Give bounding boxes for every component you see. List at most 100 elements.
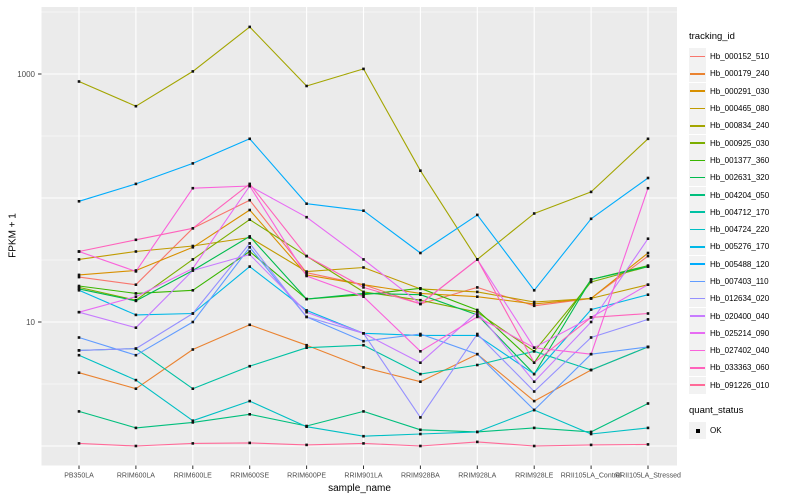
x-tick-label: RRII105LA_Stressed	[615, 473, 681, 480]
data-point	[419, 332, 422, 336]
data-point	[646, 176, 650, 180]
data-point	[476, 308, 479, 312]
data-point	[476, 430, 479, 434]
legend-key-line-icon	[690, 142, 705, 144]
legend-key-line-icon	[690, 315, 705, 317]
data-point	[362, 67, 365, 71]
data-point	[589, 297, 593, 300]
legend-item: Hb_004712_170	[689, 203, 769, 221]
data-point	[646, 237, 650, 240]
legend-key-line-icon	[690, 194, 705, 196]
legend-key-line-icon	[690, 124, 705, 127]
legend-item-label: Hb_020400_040	[710, 311, 770, 321]
data-point	[77, 250, 81, 253]
data-point	[589, 316, 593, 319]
data-point	[476, 286, 479, 289]
data-point	[77, 258, 81, 261]
data-point	[191, 244, 195, 248]
legend-key-swatch	[689, 203, 706, 221]
data-point	[77, 349, 81, 352]
legend-item-label: Hb_033363_060	[710, 363, 770, 373]
x-tick-label: RRIM901LA	[344, 473, 382, 480]
x-tick-label: RRIM928LE	[515, 473, 553, 480]
data-point	[646, 265, 650, 268]
legend: tracking_id Hb_000152_510 Hb_000179_240 Hb…	[689, 31, 770, 440]
data-point	[77, 442, 81, 445]
data-point	[134, 238, 138, 242]
x-axis-title: sample_name	[328, 483, 391, 494]
data-point	[646, 186, 650, 190]
legend-item-label: Hb_004204_050	[710, 190, 770, 200]
data-point	[305, 309, 308, 312]
x-tick-label: RRIM928BA	[401, 473, 440, 480]
data-point	[248, 399, 251, 403]
data-point	[476, 334, 479, 337]
data-point	[646, 293, 650, 296]
x-tick-label: PB350LA	[64, 473, 94, 480]
data-point	[532, 350, 536, 353]
legend-key-line-icon	[690, 159, 705, 162]
legend-item-label: Hb_000925_030	[710, 138, 770, 148]
legend-item: Hb_000291_030	[689, 82, 769, 100]
data-point	[248, 413, 251, 416]
data-point	[248, 364, 251, 368]
data-point	[646, 426, 650, 430]
data-point	[532, 302, 536, 306]
data-point	[248, 441, 251, 445]
legend-key-swatch	[689, 238, 706, 256]
legend-item: Hb_000465_080	[689, 100, 769, 118]
data-point	[646, 251, 650, 255]
data-point	[134, 270, 138, 273]
data-point	[305, 270, 308, 273]
y-tick-labels: 1000 10	[17, 70, 35, 327]
legend-key-swatch	[689, 221, 706, 239]
data-point	[532, 399, 536, 403]
data-point	[248, 208, 251, 212]
legend-item-label: Hb_012634_020	[710, 294, 770, 304]
legend-key-line-icon	[690, 246, 705, 248]
data-point	[248, 137, 251, 141]
legend-key-line-icon	[690, 384, 705, 386]
legend-key-line-icon	[690, 73, 705, 75]
legend-title-tracking-id: tracking_id	[689, 31, 735, 42]
x-tick-labels: PB350LA RRIM600LA RRIM600LE RRIM600SE RRIM60…	[64, 473, 681, 480]
legend-key-line-icon	[690, 176, 705, 179]
legend-key-line-icon	[690, 280, 705, 283]
data-point	[362, 366, 365, 369]
legend-key-line-icon	[690, 297, 705, 300]
legend-key-line-icon	[690, 263, 705, 265]
data-point	[646, 254, 650, 258]
legend-key-swatch	[689, 48, 706, 66]
data-point	[305, 343, 308, 347]
data-point	[476, 352, 479, 356]
legend-key-line-icon	[690, 211, 705, 213]
legend-key-line-icon	[690, 55, 705, 58]
legend-key-swatch	[689, 82, 706, 100]
data-point	[419, 298, 422, 302]
x-tick-label: RRIM928LA	[458, 473, 496, 480]
data-point	[362, 292, 365, 295]
data-point	[191, 70, 195, 73]
data-point	[191, 387, 195, 390]
data-point	[134, 347, 138, 350]
data-point	[532, 212, 536, 215]
data-point	[362, 295, 365, 298]
data-point	[305, 202, 308, 205]
data-point	[419, 251, 422, 255]
data-point	[532, 390, 536, 393]
data-point	[362, 339, 365, 343]
data-point	[419, 432, 422, 436]
data-point	[362, 434, 365, 438]
data-point	[77, 336, 81, 339]
data-point	[134, 353, 138, 357]
legend-item-label: Hb_007403_110	[710, 277, 769, 286]
legend-item: Hb_020400_040	[689, 307, 770, 325]
data-point	[646, 402, 650, 405]
data-point	[191, 419, 195, 422]
data-point	[305, 443, 308, 447]
data-point	[419, 361, 422, 364]
data-point	[532, 380, 536, 383]
legend-item: Hb_025214_090	[689, 324, 769, 342]
legend-item: Hb_007403_110	[689, 273, 769, 290]
